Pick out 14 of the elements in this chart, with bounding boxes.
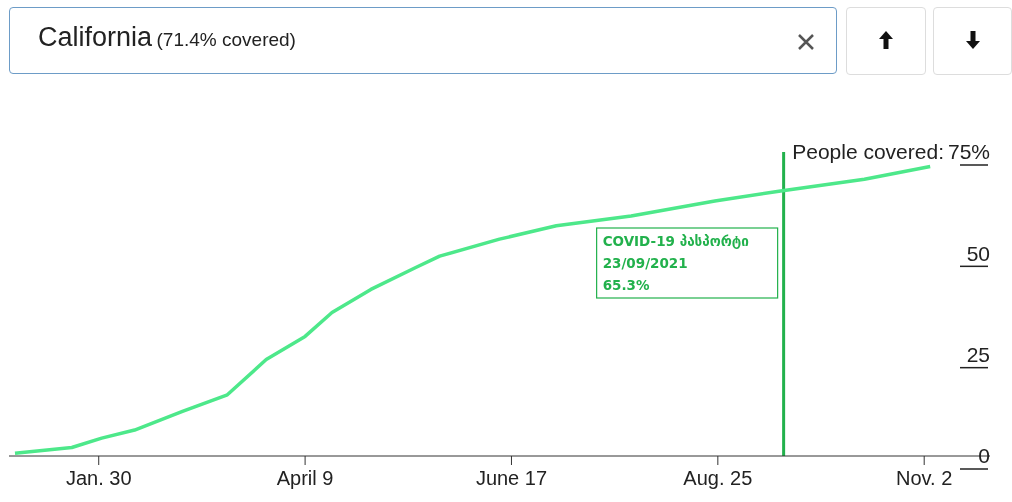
x-tick-label: Nov. 2 [896,467,953,490]
x-tick-label: June 17 [475,467,548,490]
y-tick-label: 75% [947,140,990,164]
x-tick-label: Aug. 25 [683,467,753,490]
y-tick-label: 50 [966,241,990,265]
chart-subtitle: (71.4% covered) [156,29,296,50]
y-axis-title: People covered: [792,140,944,164]
x-tick-label: April 9 [276,467,334,490]
ref-line-label: COVID-19 პასპორტი 23/09/2021 65.3% [602,233,749,293]
y-tick-label: 25 [966,343,990,367]
x-tick-label: Jan. 30 [65,467,132,490]
line-series [13,164,932,455]
y-tick-label: 0 [978,444,990,468]
chart-title: California [38,22,153,52]
